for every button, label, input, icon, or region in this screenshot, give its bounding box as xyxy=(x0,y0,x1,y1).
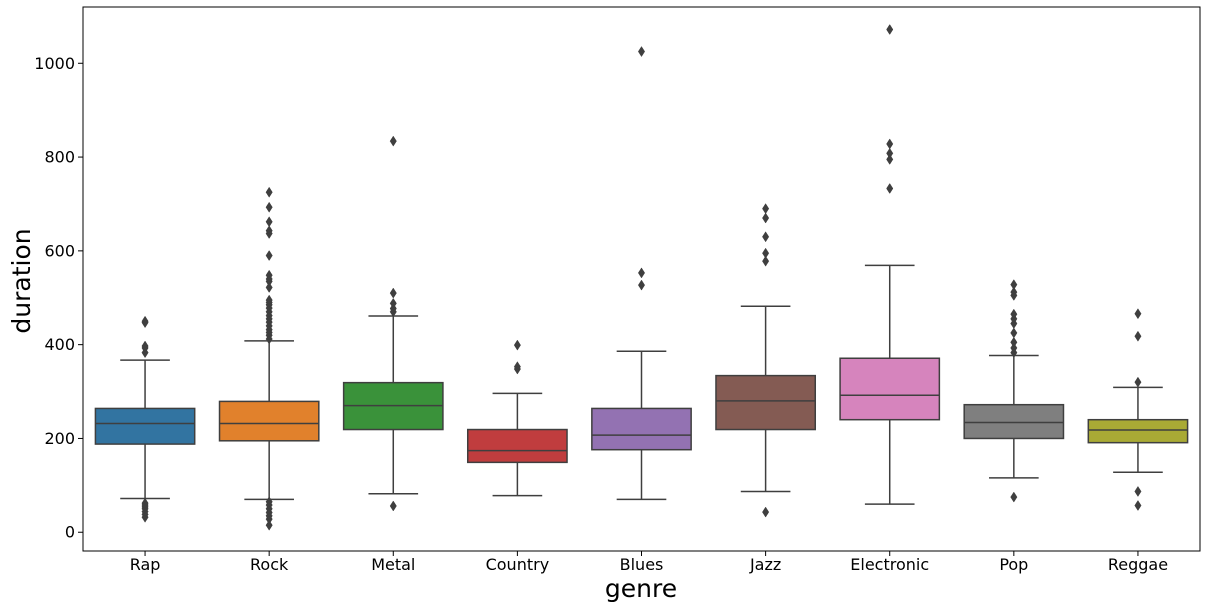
box-group xyxy=(963,279,1065,503)
outlier-point xyxy=(265,201,273,213)
outlier-point xyxy=(141,340,149,352)
box-group xyxy=(1087,308,1189,511)
outlier-point xyxy=(762,212,770,224)
x-axis-title: genre xyxy=(605,574,677,603)
outlier-point xyxy=(265,216,273,228)
outlier-point xyxy=(638,279,645,291)
outlier-point xyxy=(1134,308,1142,320)
x-tick-label: Reggae xyxy=(1108,555,1168,574)
box-group xyxy=(839,24,941,505)
outlier-point xyxy=(1010,279,1018,291)
outlier-point xyxy=(389,500,397,512)
outlier-point xyxy=(762,255,770,267)
outlier-point xyxy=(886,138,894,150)
x-tick-label: Pop xyxy=(999,555,1028,574)
y-tick-label: 400 xyxy=(44,335,75,354)
outlier-point xyxy=(389,297,397,309)
outlier-point xyxy=(1134,500,1142,511)
box-group xyxy=(715,203,817,518)
outlier-point xyxy=(762,203,770,215)
outlier-point xyxy=(886,24,894,35)
box-iqr xyxy=(466,428,568,464)
outlier-point xyxy=(265,269,273,281)
y-axis: 0 200 400 600 800 1000 xyxy=(34,54,83,542)
outlier-point xyxy=(638,267,645,279)
x-axis: Rap Rock Metal Country Blues Jazz Electronic Po… xyxy=(130,551,1168,574)
outlier-point xyxy=(886,147,894,159)
outlier-point xyxy=(265,225,273,237)
box-iqr xyxy=(963,403,1065,440)
y-tick-label: 600 xyxy=(44,241,75,260)
outlier-point xyxy=(389,135,397,147)
boxes-layer xyxy=(94,24,1189,531)
outlier-point xyxy=(265,186,273,198)
box-group xyxy=(591,46,692,501)
outlier-point xyxy=(886,153,894,165)
box-group xyxy=(466,339,568,497)
outlier-point xyxy=(886,183,894,194)
outlier-point xyxy=(265,250,273,262)
y-tick-label: 1000 xyxy=(34,54,75,73)
outlier-point xyxy=(1010,336,1018,348)
box-iqr xyxy=(1087,418,1189,444)
outlier-point xyxy=(1134,376,1142,388)
outlier-point xyxy=(141,497,149,509)
x-tick-label: Electronic xyxy=(850,555,929,574)
outlier-point xyxy=(1010,491,1018,503)
outlier-point xyxy=(265,294,273,306)
box-group xyxy=(218,186,320,531)
y-tick-label: 200 xyxy=(44,429,75,448)
outlier-point xyxy=(1010,308,1018,320)
x-tick-label: Country xyxy=(486,555,550,574)
y-tick-label: 800 xyxy=(44,148,75,167)
outlier-point xyxy=(265,496,273,508)
outlier-point xyxy=(265,281,273,293)
outlier-point xyxy=(1134,330,1142,342)
outlier-point xyxy=(1134,485,1142,497)
box-iqr xyxy=(94,407,196,445)
x-tick-label: Rock xyxy=(250,555,289,574)
box-iqr xyxy=(715,374,817,431)
outlier-point xyxy=(1010,286,1018,298)
outlier-point xyxy=(389,287,397,299)
outlier-point xyxy=(1010,342,1018,354)
box-iqr xyxy=(218,400,320,442)
outlier-point xyxy=(513,339,521,351)
outlier-point xyxy=(762,231,770,243)
x-tick-label: Blues xyxy=(620,555,664,574)
outlier-point xyxy=(1010,327,1018,339)
outlier-point xyxy=(513,361,521,373)
outlier-point xyxy=(762,247,770,259)
outlier-point xyxy=(762,506,770,518)
y-tick-label: 0 xyxy=(65,523,75,542)
x-tick-label: Jazz xyxy=(749,555,781,574)
box-group xyxy=(94,315,196,523)
box-iqr xyxy=(839,357,941,421)
outlier-point xyxy=(638,46,645,58)
outlier-point xyxy=(141,315,149,327)
x-tick-label: Rap xyxy=(130,555,161,574)
box-group xyxy=(342,135,444,512)
box-iqr xyxy=(591,407,692,451)
y-axis-title: duration xyxy=(7,228,36,333)
outlier-point xyxy=(265,519,273,531)
x-tick-label: Metal xyxy=(371,555,415,574)
